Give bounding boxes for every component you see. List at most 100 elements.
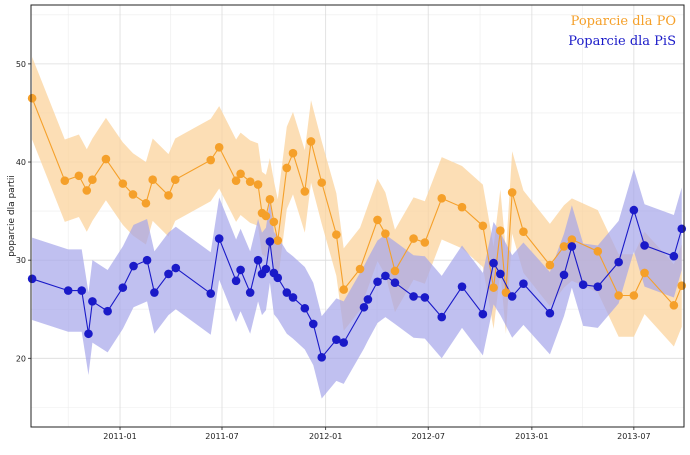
data-point-po: [420, 238, 430, 247]
data-point-pis: [359, 302, 369, 312]
data-point-pis: [236, 265, 245, 275]
y-tick-label: 50: [16, 60, 26, 69]
data-point-po: [118, 179, 128, 188]
data-point-pis: [63, 286, 73, 295]
data-point-pis: [593, 282, 603, 291]
data-point-pis: [578, 280, 588, 289]
x-tick-label: 2012-07: [411, 432, 444, 441]
data-point-pis: [496, 269, 505, 279]
data-point-po: [567, 235, 577, 244]
data-point-po: [501, 288, 511, 297]
data-point-pis: [231, 276, 241, 286]
y-axis-label: poparcie dla partii: [7, 175, 17, 257]
x-tick-label: 2012-01: [309, 432, 342, 441]
data-point-po: [148, 175, 157, 184]
data-point-po: [231, 176, 241, 185]
data-point-po: [300, 187, 310, 196]
data-point-po: [88, 175, 97, 184]
data-point-pis: [84, 329, 93, 339]
data-point-po: [478, 221, 488, 231]
data-point-po: [559, 242, 569, 251]
data-point-po: [519, 227, 528, 237]
data-point-pis: [317, 353, 327, 362]
data-point-po: [245, 177, 255, 186]
x-tick-label: 2013-01: [515, 432, 548, 441]
data-point-pis: [519, 279, 528, 289]
data-point-po: [332, 230, 341, 239]
data-point-po: [457, 202, 467, 212]
data-point-pis: [300, 303, 310, 313]
data-point-po: [164, 191, 173, 200]
data-point-po: [273, 236, 283, 245]
data-point-pis: [489, 258, 498, 268]
data-point-pis: [332, 335, 341, 344]
data-point-po: [507, 188, 517, 197]
data-point-po: [101, 154, 111, 164]
data-point-pis: [629, 205, 639, 215]
data-point-pis: [478, 309, 488, 319]
data-point-pis: [150, 288, 159, 297]
data-point-po: [60, 176, 70, 185]
data-point-pis: [420, 293, 430, 302]
data-point-pis: [129, 261, 138, 271]
data-point-pis: [308, 319, 318, 329]
data-point-po: [74, 171, 84, 181]
x-axis-ticks: 2011-01 2011-07 2012-01 2012-07 2013-01 2013-…: [103, 427, 651, 441]
data-point-pis: [437, 312, 447, 322]
data-point-pis: [409, 292, 418, 301]
data-point-po: [437, 194, 447, 203]
data-point-pis: [88, 297, 97, 306]
data-point-pis: [559, 270, 569, 280]
data-point-pis: [261, 264, 271, 274]
data-point-pis: [545, 308, 555, 318]
data-point-po: [390, 266, 400, 276]
data-point-pis: [381, 271, 390, 281]
data-point-po: [236, 169, 245, 179]
data-point-pis: [142, 255, 152, 265]
data-point-po: [317, 178, 327, 187]
legend-entry-po: Poparcie dla PO: [571, 14, 676, 29]
data-point-pis: [390, 278, 400, 288]
data-point-po: [489, 283, 498, 292]
data-point-po: [409, 234, 418, 243]
legend-entry-pis: Poparcie dla PiS: [568, 34, 676, 49]
data-point-pis: [103, 306, 112, 316]
x-tick-label: 2013-07: [617, 432, 650, 441]
data-point-pis: [273, 273, 283, 283]
x-tick-label: 2011-01: [103, 432, 136, 441]
confidence-band-po: [32, 57, 682, 347]
confidence-bands: [32, 57, 682, 399]
data-point-po: [381, 229, 390, 238]
data-point-po: [677, 281, 687, 290]
data-point-pis: [245, 288, 255, 297]
data-point-po: [669, 301, 679, 310]
data-point-po: [261, 211, 271, 221]
legend: Poparcie dla PO Poparcie dla PiS: [568, 14, 676, 49]
data-point-po: [253, 180, 263, 189]
data-point-po: [496, 226, 505, 236]
data-point-pis: [253, 255, 263, 265]
y-tick-label: 20: [16, 354, 26, 363]
data-point-po: [355, 264, 365, 274]
data-point-po: [288, 148, 298, 158]
data-point-pis: [171, 263, 181, 273]
y-tick-label: 40: [16, 158, 26, 167]
data-point-po: [265, 195, 275, 204]
data-point-po: [629, 291, 639, 300]
data-point-pis: [507, 292, 517, 301]
data-point-po: [614, 291, 623, 300]
data-point-po: [282, 163, 292, 173]
data-point-pis: [669, 251, 679, 261]
data-point-po: [306, 137, 316, 146]
data-point-pis: [288, 293, 298, 302]
data-point-pis: [77, 286, 87, 295]
data-point-po: [214, 143, 224, 152]
data-point-pis: [339, 338, 348, 347]
data-point-pis: [373, 277, 382, 287]
confidence-band-pis: [32, 168, 682, 399]
data-point-po: [27, 93, 37, 103]
y-tick-label: 30: [16, 256, 26, 265]
data-point-po: [170, 175, 180, 184]
data-point-po: [593, 247, 603, 256]
